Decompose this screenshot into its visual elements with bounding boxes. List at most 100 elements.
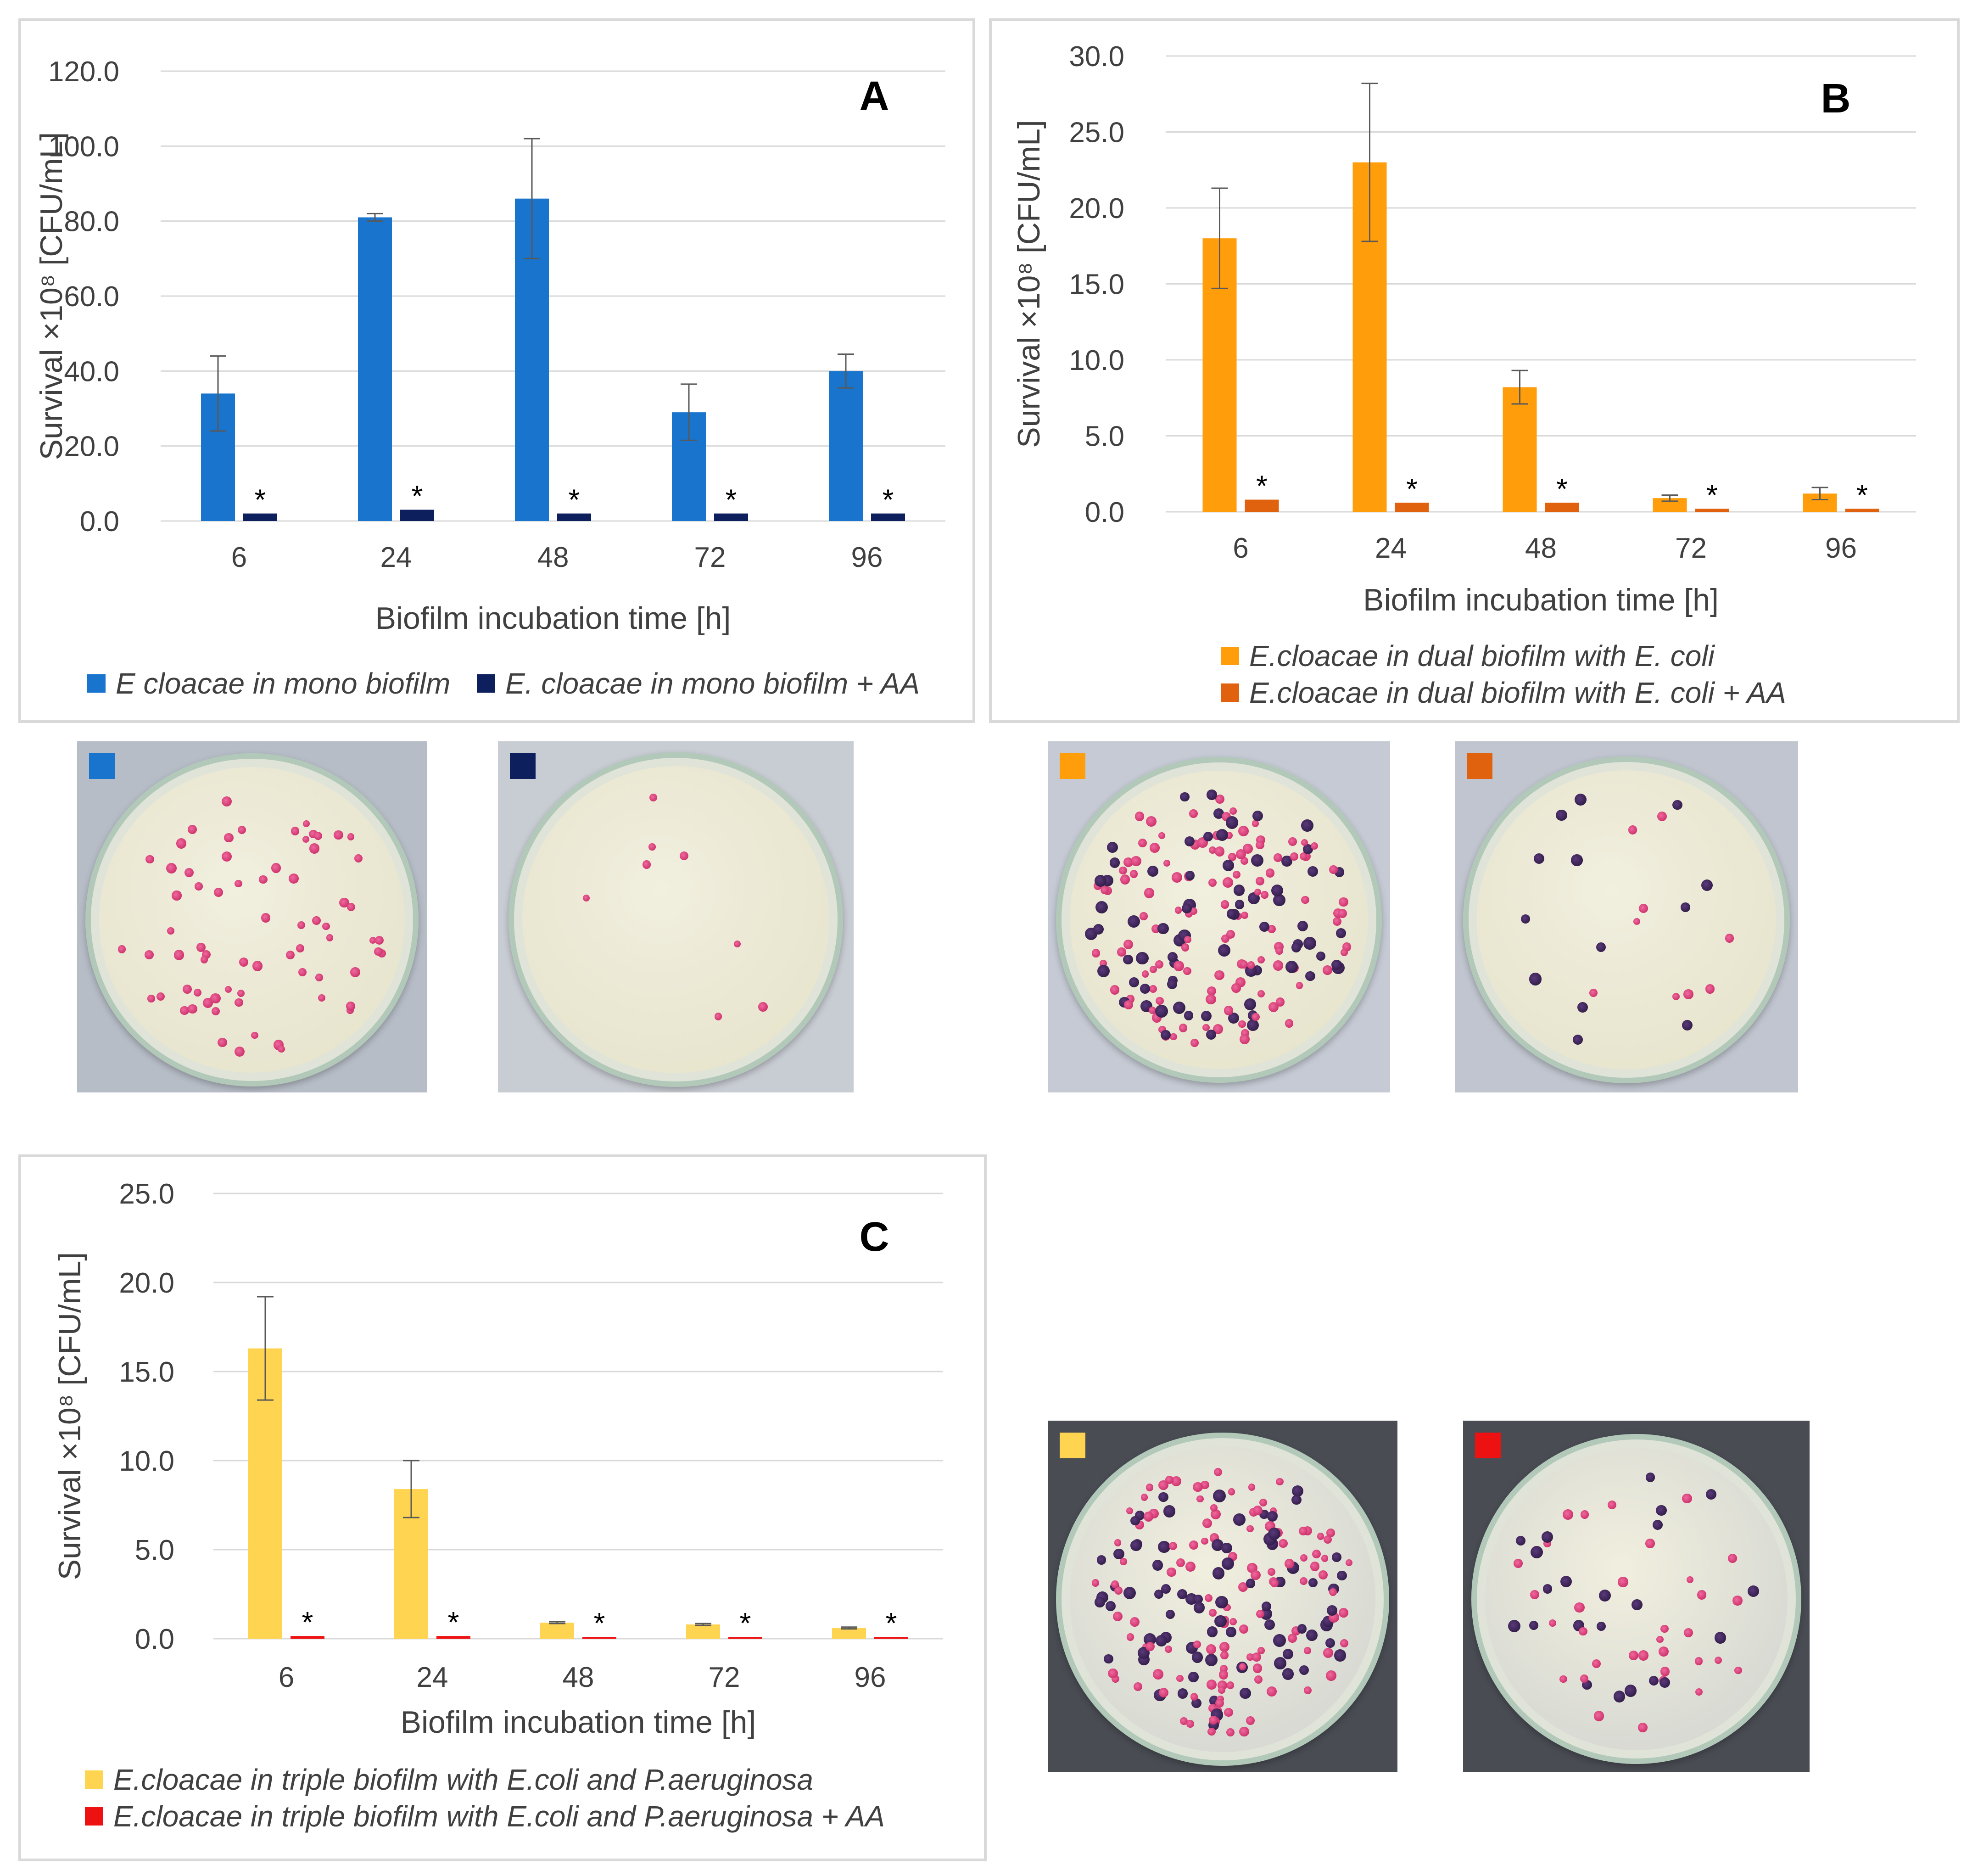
significance-star: * xyxy=(740,1607,751,1640)
colony xyxy=(166,863,177,874)
colony xyxy=(350,967,360,978)
colony xyxy=(173,950,184,961)
bar-aa xyxy=(436,1636,470,1639)
colony xyxy=(1246,1653,1254,1661)
colony xyxy=(1256,1610,1264,1618)
y-axis-title: Survival ×10⁸ [CFU/mL] xyxy=(34,132,69,460)
colony xyxy=(1534,853,1545,864)
colony xyxy=(1114,1539,1122,1546)
colony xyxy=(237,990,245,997)
x-tick-label: 24 xyxy=(1375,532,1407,564)
colony xyxy=(1134,812,1145,821)
colony xyxy=(1214,1615,1227,1628)
colony xyxy=(1247,1019,1259,1031)
colony xyxy=(117,945,126,953)
colony xyxy=(200,956,208,963)
colony xyxy=(326,934,334,941)
chart-c: 0.05.010.015.020.025.06*24*48*72*96*Biof… xyxy=(52,1178,943,1740)
colony xyxy=(1303,936,1317,950)
colony xyxy=(1275,997,1285,1007)
x-axis-title: Biofilm incubation time [h] xyxy=(401,1705,756,1740)
colony xyxy=(1530,1590,1539,1599)
legend-c-item-1: E.cloacae in triple biofilm with E.coli … xyxy=(85,1763,885,1797)
colony xyxy=(1207,1679,1217,1690)
colony xyxy=(1188,1672,1199,1682)
colony xyxy=(1208,1609,1217,1617)
colony xyxy=(374,947,383,956)
colony xyxy=(1218,944,1231,957)
colony xyxy=(213,887,223,897)
legend-label: E. cloacae in mono biofilm + AA xyxy=(505,667,920,700)
colony xyxy=(369,937,376,944)
colony xyxy=(1251,1570,1261,1580)
colony xyxy=(195,882,203,890)
series-marker-square xyxy=(1467,753,1492,779)
significance-star: * xyxy=(886,1607,897,1640)
colony xyxy=(1251,854,1263,867)
colony xyxy=(1705,1489,1717,1500)
y-tick-label: 0.0 xyxy=(80,506,119,538)
colony xyxy=(1542,1584,1553,1594)
colony xyxy=(1113,1548,1124,1560)
colony xyxy=(286,951,295,959)
legend-a-item-2: E. cloacae in mono biofilm + AA xyxy=(477,666,920,700)
colony xyxy=(1210,1509,1221,1519)
y-tick-label: 20.0 xyxy=(119,1267,174,1299)
agar-surface xyxy=(99,767,405,1073)
significance-star: * xyxy=(302,1606,313,1639)
colony xyxy=(1228,1488,1235,1495)
significance-star: * xyxy=(255,483,266,516)
colony xyxy=(182,985,192,994)
colony xyxy=(1155,997,1164,1005)
legend-swatch xyxy=(85,1770,103,1789)
colony xyxy=(1306,1630,1318,1641)
colony xyxy=(346,1002,355,1011)
colony xyxy=(1120,874,1130,885)
series-marker-square xyxy=(1060,1433,1085,1458)
colony xyxy=(758,1002,768,1012)
colony xyxy=(1179,1024,1187,1032)
colony xyxy=(1304,1686,1312,1695)
colony xyxy=(1521,914,1531,924)
colony xyxy=(1299,1527,1308,1536)
colony xyxy=(1323,1535,1332,1544)
colony xyxy=(1734,1666,1742,1674)
colony xyxy=(1220,900,1229,909)
series-marker-square xyxy=(1475,1433,1501,1458)
colony xyxy=(1267,1686,1277,1697)
colony xyxy=(1579,1627,1587,1636)
colony xyxy=(1185,871,1195,880)
colony xyxy=(1179,792,1190,802)
y-tick-label: 40.0 xyxy=(64,356,119,387)
colony xyxy=(1141,970,1149,978)
colony xyxy=(1297,920,1308,931)
colony xyxy=(1574,794,1587,806)
colony xyxy=(643,860,651,869)
colony xyxy=(1126,1633,1134,1641)
colony xyxy=(1205,994,1216,1005)
colony xyxy=(322,922,330,930)
colony xyxy=(1240,1034,1250,1045)
colony xyxy=(1152,1560,1163,1571)
plate-photo-dual xyxy=(1048,741,1390,1092)
colony xyxy=(1240,911,1249,919)
colony xyxy=(1681,902,1690,912)
colony xyxy=(1169,1542,1178,1550)
colony xyxy=(1291,1495,1302,1505)
plate-photo-mono xyxy=(77,741,427,1092)
colony xyxy=(1259,921,1270,932)
colony xyxy=(1202,1518,1212,1528)
colony xyxy=(1171,1476,1182,1487)
colony xyxy=(346,902,355,911)
colony xyxy=(1305,971,1315,981)
colony xyxy=(1233,871,1241,879)
x-tick-label: 48 xyxy=(563,1662,594,1693)
colony xyxy=(1308,1578,1318,1588)
legend-label: E.cloacae in dual biofilm with E. coli +… xyxy=(1249,676,1786,709)
colony xyxy=(1158,1687,1168,1697)
colony xyxy=(1266,868,1275,878)
colony xyxy=(225,986,232,993)
colony xyxy=(1120,1558,1127,1565)
colony xyxy=(1109,857,1120,868)
colony xyxy=(1219,1642,1229,1652)
